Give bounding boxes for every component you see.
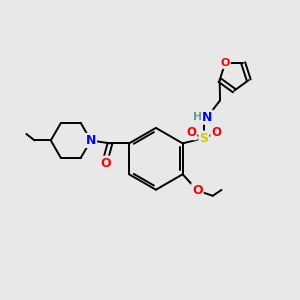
Text: N: N — [202, 111, 213, 124]
Text: S: S — [200, 132, 208, 145]
Text: O: O — [211, 126, 221, 139]
Text: N: N — [85, 134, 96, 147]
Text: H: H — [193, 112, 202, 122]
Text: O: O — [187, 126, 196, 139]
Text: O: O — [220, 58, 230, 68]
Text: O: O — [100, 157, 111, 169]
Text: O: O — [192, 184, 203, 197]
Text: N: N — [85, 134, 96, 147]
